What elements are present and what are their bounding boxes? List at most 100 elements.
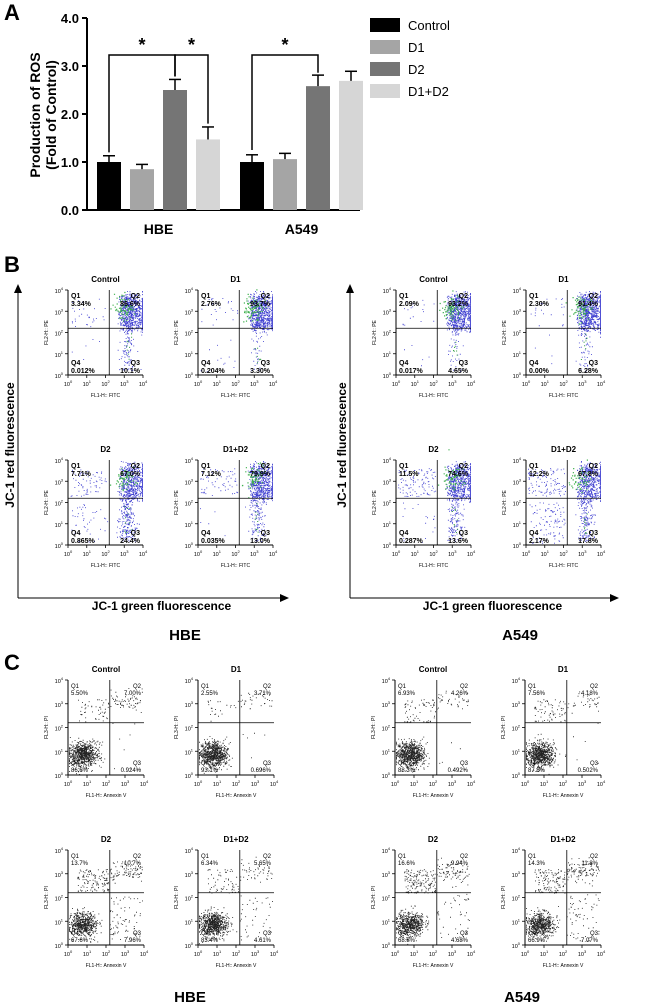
- flow-y-label: FL3-H:: PI: [501, 716, 507, 739]
- flow-y-tick-label: 102: [382, 724, 391, 733]
- exponent: 1: [219, 949, 222, 954]
- flow-y-tick-label: 101: [55, 747, 64, 756]
- dot-cloud: [526, 857, 600, 942]
- quadrant-value-q1: 2.30%: [529, 301, 550, 308]
- flow-y-tick-label: 101: [185, 747, 194, 756]
- quadrant-value-q4: 0.00%: [529, 368, 550, 375]
- flow-y-tick-label: 101: [185, 350, 194, 359]
- flow-x-tick-label: 101: [83, 379, 92, 388]
- flow-y-label: FL2-H:: PE: [44, 319, 50, 344]
- exponent: 1: [219, 549, 222, 554]
- quadrant-value-q2: 4.26%: [451, 691, 469, 697]
- flow-x-tick-label: 100: [194, 949, 203, 958]
- significance-star: *: [188, 35, 195, 55]
- flow-plot-d1-d2: D1+D2100100101101102102103103104104FL1-H…: [501, 835, 606, 969]
- quadrant-value-q1: 13.7%: [71, 861, 89, 867]
- flow-x-tick-label: 104: [467, 779, 476, 788]
- exponent: 1: [191, 350, 194, 355]
- quadrant-value-q3: 4.65%: [448, 368, 469, 375]
- flow-x-tick-label: 103: [578, 779, 587, 788]
- flow-x-tick-label: 100: [64, 379, 73, 388]
- quadrant-value-q1: 16.6%: [398, 861, 416, 867]
- flow-plot-control: Control100100101101102102103103104104FL1…: [44, 665, 149, 799]
- exponent: 4: [518, 846, 521, 851]
- flow-y-tick-label: 102: [55, 329, 64, 338]
- y-tick-label: 4.0: [61, 11, 79, 26]
- flow-y-tick-label: 100: [55, 941, 64, 950]
- flow-y-tick-label: 104: [55, 456, 64, 465]
- exponent: 3: [61, 477, 64, 482]
- flow-y-tick-label: 102: [185, 329, 194, 338]
- panel-letter-c: C: [4, 650, 20, 675]
- exponent: 1: [518, 747, 521, 752]
- quadrant-name-q2: Q2: [133, 854, 142, 860]
- flow-dots: [526, 857, 600, 942]
- flow-x-tick-label: 102: [232, 779, 241, 788]
- exponent: 3: [127, 779, 130, 784]
- flow-x-label: FL1-H:: Annexin V: [216, 793, 257, 799]
- dot-cloud: [396, 857, 470, 945]
- quadrant-value-q4: 88.3%: [398, 768, 416, 774]
- quadrant-value-q1: 12.2%: [529, 471, 550, 478]
- quadrant-value-q1: 14.3%: [528, 861, 546, 867]
- flow-y-label: FL3-H:: PI: [44, 716, 50, 739]
- flow-x-label: FL1-H:: Annexin V: [86, 963, 127, 969]
- quadrant-name-q4: Q4: [398, 761, 407, 767]
- flow-x-tick-label: 100: [391, 779, 400, 788]
- exponent: 3: [454, 379, 457, 384]
- exponent: 3: [191, 307, 194, 312]
- flow-y-tick-label: 101: [55, 350, 64, 359]
- flow-y-tick-label: 102: [512, 894, 521, 903]
- exponent: 3: [191, 870, 194, 875]
- quadrant-name-q2: Q2: [459, 463, 468, 470]
- flow-x-tick-label: 101: [213, 549, 222, 558]
- exponent: 3: [454, 549, 457, 554]
- flow-y-tick-label: 101: [185, 917, 194, 926]
- flow-y-tick-label: 101: [55, 917, 64, 926]
- big-y-arrowhead: [14, 284, 22, 293]
- exponent: 2: [565, 379, 568, 384]
- quadrant-value-q2: 9.94%: [451, 861, 469, 867]
- flow-y-tick-label: 100: [513, 371, 522, 380]
- exponent: 4: [61, 456, 64, 461]
- exponent: 0: [200, 379, 203, 384]
- legend-swatch-control: [370, 18, 400, 32]
- flow-x-tick-label: 102: [102, 779, 111, 788]
- quadrant-value-q3: 13.6%: [448, 538, 469, 545]
- quadrant-name-q2: Q2: [589, 293, 598, 300]
- flow-plot-title: D2: [100, 445, 111, 454]
- flow-x-tick-label: 104: [597, 549, 606, 558]
- quadrant-name-q2: Q2: [261, 463, 270, 470]
- exponent: 4: [473, 379, 476, 384]
- quadrant-value-q3: 10.1%: [120, 368, 141, 375]
- quadrant-name-q4: Q4: [399, 530, 408, 537]
- flow-x-label: FL1-H:: Annexin V: [413, 793, 454, 799]
- exponent: 3: [388, 870, 391, 875]
- flow-x-label: FL1-H:: FITC: [91, 563, 121, 569]
- exponent: 1: [546, 949, 549, 954]
- exponent: 0: [70, 549, 73, 554]
- flow-y-tick-label: 100: [512, 771, 521, 780]
- flow-dots: [528, 459, 601, 544]
- quadrant-name-q4: Q4: [528, 761, 537, 767]
- exponent: 2: [108, 779, 111, 784]
- panel-letter-a: A: [4, 0, 20, 25]
- quadrant-name-q2: Q2: [590, 684, 599, 690]
- flow-dots: [526, 690, 600, 775]
- exponent: 3: [584, 549, 587, 554]
- exponent: 2: [61, 724, 64, 729]
- flow-x-label: FL1-H:: Annexin V: [86, 793, 127, 799]
- quadrant-value-q4: 68.8%: [398, 938, 416, 944]
- flow-y-tick-label: 102: [185, 724, 194, 733]
- dot-core-lower: [580, 333, 588, 360]
- quadrant-name-q4: Q4: [528, 931, 537, 937]
- exponent: 2: [389, 329, 392, 334]
- exponent: 0: [61, 941, 64, 946]
- quadrant-value-q2: 4.18%: [581, 691, 599, 697]
- flow-dots: [200, 461, 273, 542]
- exponent: 1: [89, 379, 92, 384]
- flow-y-tick-label: 103: [513, 307, 522, 316]
- quadrant-value-q1: 5.50%: [71, 691, 89, 697]
- quadrant-value-q3: 7.96%: [124, 938, 142, 944]
